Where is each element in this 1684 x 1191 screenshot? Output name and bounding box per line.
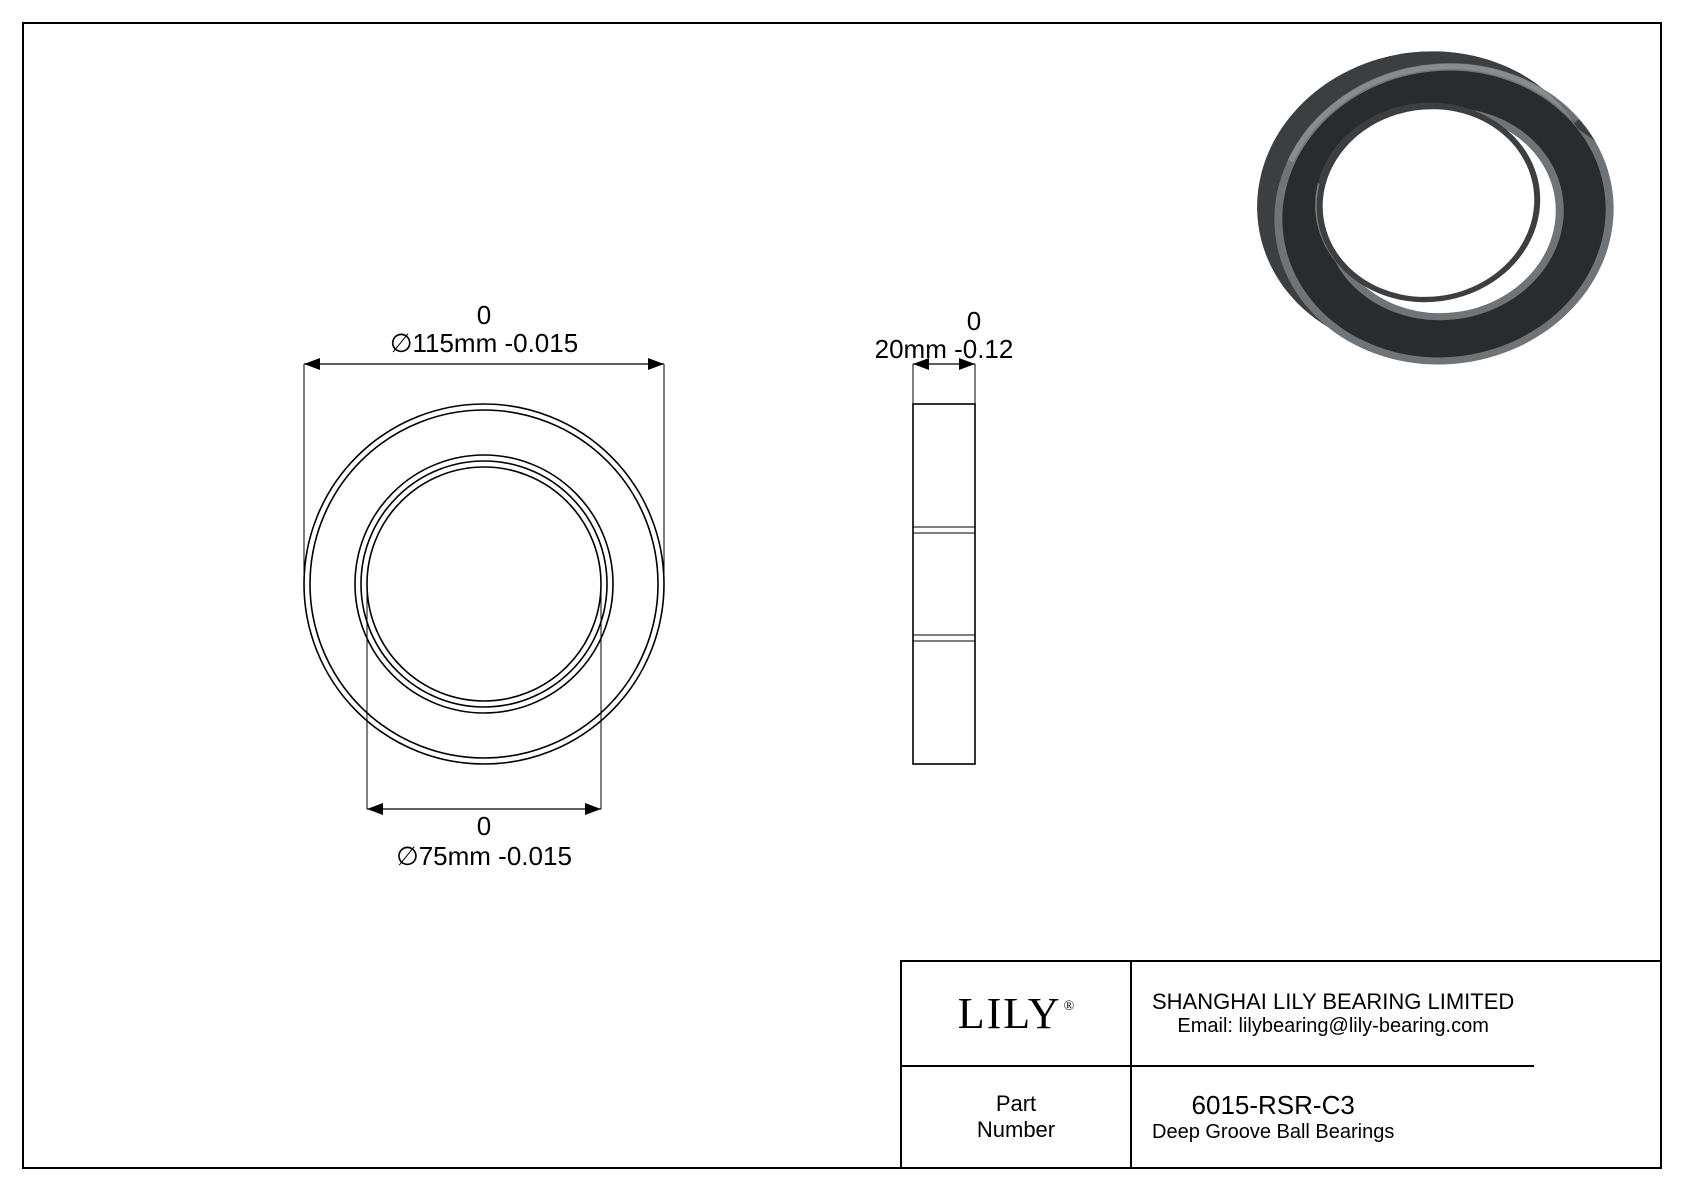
side-view (913, 404, 975, 764)
registered-mark: ® (1064, 999, 1077, 1014)
part-label-line2: Number (977, 1117, 1055, 1143)
svg-text:0: 0 (477, 811, 491, 841)
company-name: SHANGHAI LILY BEARING LIMITED (1152, 989, 1514, 1015)
svg-text:0: 0 (967, 306, 981, 336)
part-number: 6015-RSR-C3 (1192, 1090, 1355, 1121)
company-logo: LILY® (958, 988, 1074, 1039)
front-view (304, 404, 664, 764)
svg-text:0: 0 (477, 300, 491, 330)
part-number-cell: 6015-RSR-C3 Deep Groove Ball Bearings (1132, 1067, 1414, 1167)
product-type: Deep Groove Ball Bearings (1152, 1121, 1394, 1144)
part-label-cell: Part Number (902, 1067, 1132, 1167)
svg-text:20mm -0.12: 20mm -0.12 (875, 334, 1014, 364)
company-cell: SHANGHAI LILY BEARING LIMITED Email: lil… (1132, 962, 1534, 1067)
drawing-frame: 0∅115mm -0.0150∅75mm -0.015020mm -0.12 L… (22, 22, 1662, 1169)
company-email: Email: lilybearing@lily-bearing.com (1177, 1015, 1489, 1038)
logo-text: LILY (958, 989, 1062, 1038)
part-label-line1: Part (996, 1091, 1036, 1117)
logo-cell: LILY® (902, 962, 1132, 1067)
title-block-row-2: Part Number 6015-RSR-C3 Deep Groove Ball… (902, 1067, 1660, 1167)
title-block-row-1: LILY® SHANGHAI LILY BEARING LIMITED Emai… (902, 962, 1660, 1067)
isometric-view (1238, 27, 1634, 388)
title-block: LILY® SHANGHAI LILY BEARING LIMITED Emai… (900, 960, 1660, 1167)
svg-text:∅75mm -0.015: ∅75mm -0.015 (396, 841, 572, 871)
svg-text:∅115mm -0.015: ∅115mm -0.015 (390, 328, 578, 358)
